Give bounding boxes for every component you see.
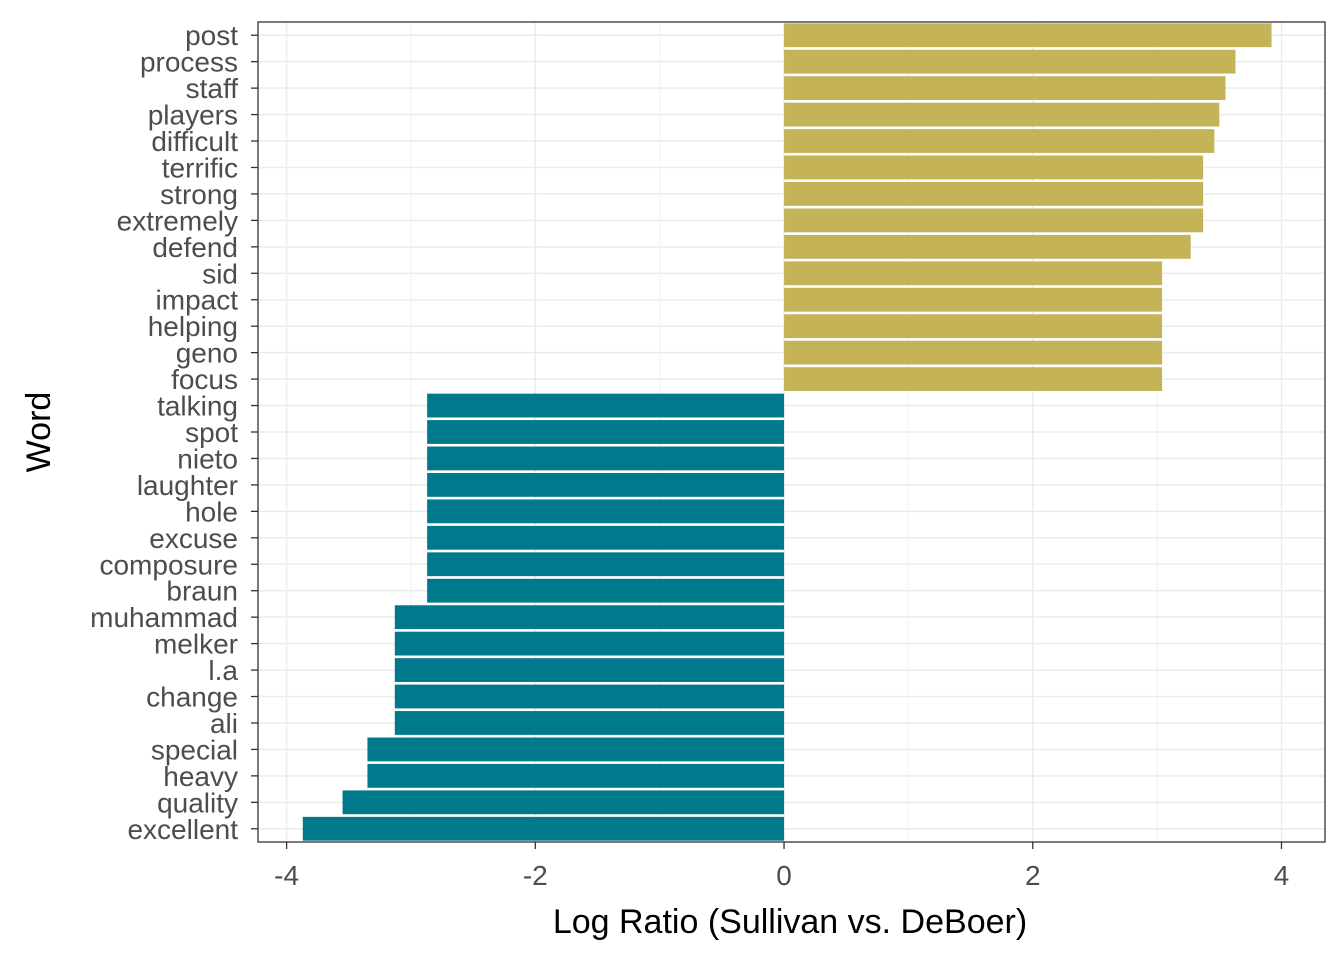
bar-change bbox=[394, 684, 785, 709]
bar-laughter bbox=[427, 473, 785, 497]
x-tick-label: 4 bbox=[1274, 860, 1290, 891]
bar-nieto bbox=[427, 446, 785, 471]
x-tick-label: -4 bbox=[274, 860, 299, 891]
bar-spot bbox=[427, 420, 785, 444]
bar-braun bbox=[427, 578, 785, 603]
bar-focus bbox=[784, 367, 1163, 391]
bar-l-a bbox=[394, 658, 785, 682]
y-tick-label: sid bbox=[202, 258, 238, 289]
y-tick-label: impact bbox=[156, 285, 239, 316]
y-tick-label: melker bbox=[154, 629, 238, 660]
bar-sid bbox=[784, 261, 1163, 286]
bar-excuse bbox=[427, 525, 785, 550]
bar-muhammad bbox=[394, 605, 785, 630]
y-tick-label: spot bbox=[185, 417, 238, 448]
bar-quality bbox=[342, 790, 785, 815]
bar-extremely bbox=[784, 208, 1204, 233]
bar-ali bbox=[394, 711, 785, 735]
y-axis-title: Word bbox=[20, 392, 58, 473]
bar-excellent bbox=[302, 816, 785, 841]
bar-terrific bbox=[784, 155, 1204, 180]
y-tick-label: strong bbox=[160, 179, 238, 210]
x-axis-title: Log Ratio (Sullivan vs. DeBoer) bbox=[553, 903, 1027, 941]
y-tick-label: quality bbox=[157, 787, 238, 818]
bar-difficult bbox=[784, 129, 1215, 153]
bars bbox=[302, 23, 1272, 841]
y-tick-label: heavy bbox=[163, 761, 238, 792]
y-tick-label: special bbox=[151, 734, 238, 765]
bar-impact bbox=[784, 287, 1163, 312]
y-tick-label: ali bbox=[210, 708, 238, 739]
bar-melker bbox=[394, 631, 785, 656]
y-tick-label: laughter bbox=[137, 470, 238, 501]
bar-players bbox=[784, 102, 1220, 127]
bar-process bbox=[784, 49, 1236, 74]
bar-strong bbox=[784, 182, 1204, 206]
y-tick-label: post bbox=[185, 20, 238, 51]
bar-geno bbox=[784, 340, 1163, 365]
y-tick-label: focus bbox=[171, 364, 238, 395]
y-tick-label: defend bbox=[152, 232, 238, 263]
y-axis: postprocessstaffplayersdifficultterrific… bbox=[90, 20, 258, 845]
x-tick-label: -2 bbox=[523, 860, 548, 891]
y-tick-label: process bbox=[140, 47, 238, 78]
bar-talking bbox=[427, 393, 785, 418]
bar-defend bbox=[784, 234, 1191, 259]
y-tick-label: muhammad bbox=[90, 602, 238, 633]
x-tick-label: 2 bbox=[1025, 860, 1041, 891]
bar-heavy bbox=[367, 763, 785, 788]
bar-staff bbox=[784, 76, 1226, 101]
y-tick-label: extremely bbox=[117, 205, 238, 236]
x-tick-label: 0 bbox=[776, 860, 792, 891]
y-tick-label: geno bbox=[176, 338, 238, 369]
bar-special bbox=[367, 737, 785, 762]
y-tick-label: players bbox=[148, 100, 238, 131]
y-tick-label: talking bbox=[157, 391, 238, 422]
y-tick-label: composure bbox=[99, 549, 238, 580]
y-tick-label: excellent bbox=[127, 814, 238, 845]
y-tick-label: terrific bbox=[162, 152, 238, 183]
y-tick-label: difficult bbox=[151, 126, 238, 157]
bar-composure bbox=[427, 552, 785, 577]
bar-hole bbox=[427, 499, 785, 524]
y-tick-label: helping bbox=[148, 311, 238, 342]
y-tick-label: staff bbox=[186, 73, 239, 104]
y-tick-label: excuse bbox=[149, 523, 238, 554]
y-tick-label: nieto bbox=[177, 443, 238, 474]
x-axis: -4 -2 0 2 4 bbox=[274, 842, 1289, 891]
bar-helping bbox=[784, 314, 1163, 339]
bar-post bbox=[784, 23, 1272, 48]
y-tick-label: l.a bbox=[208, 655, 238, 686]
y-tick-label: braun bbox=[166, 576, 238, 607]
y-tick-label: hole bbox=[185, 496, 238, 527]
y-tick-label: change bbox=[146, 682, 238, 713]
